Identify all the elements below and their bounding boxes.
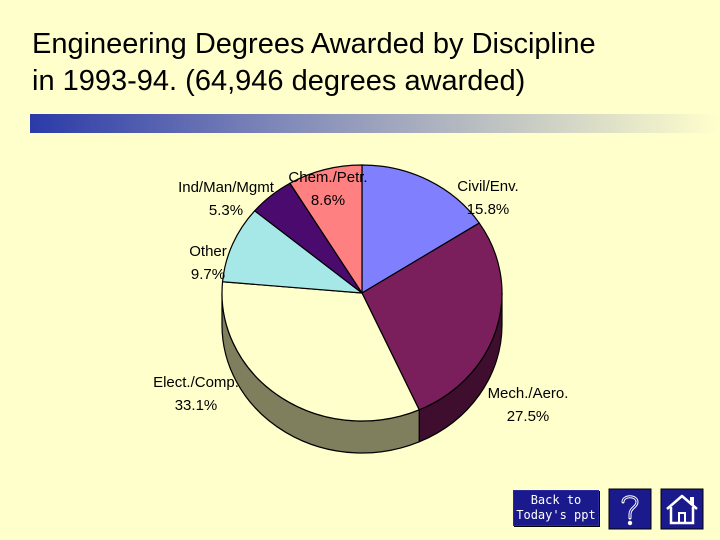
slice-label-2: Elect./Comp.	[153, 374, 239, 391]
pie-slice-5	[289, 164, 363, 294]
slice-value-3: 9.7%	[191, 266, 225, 283]
slice-label-5: Chem./Petr.	[288, 169, 367, 186]
pie-slice-2	[221, 281, 420, 422]
slice-label-3: Other	[189, 243, 227, 260]
slice-value-4: 5.3%	[209, 202, 243, 219]
slide-title: Engineering Degrees Awarded by Disciplin…	[32, 26, 712, 100]
slice-label-1: Mech./Aero.	[488, 385, 569, 402]
pie-slice-3	[221, 210, 363, 294]
title-line-1: Engineering Degrees Awarded by Disciplin…	[32, 28, 596, 60]
slice-value-5: 8.6%	[311, 192, 345, 209]
house-icon	[660, 488, 704, 530]
title-line-2: in 1993-94. (64,946 degrees awarded)	[32, 65, 526, 97]
back-to-todays-ppt-button[interactable]: Back to Today's ppt	[513, 490, 599, 526]
question-mark-icon	[608, 488, 652, 530]
pie-slice-0	[361, 164, 480, 294]
back-button-line-1: Back to	[530, 493, 582, 507]
title-gradient-bar	[30, 114, 720, 133]
home-button[interactable]	[660, 488, 704, 530]
slice-label-0: Civil/Env.	[457, 178, 518, 195]
help-button[interactable]	[608, 488, 652, 530]
slice-value-1: 27.5%	[507, 408, 550, 425]
slice-value-2: 33.1%	[175, 397, 218, 414]
slice-value-0: 15.8%	[467, 201, 510, 218]
back-button-line-2: Today's ppt	[516, 508, 596, 522]
slice-label-4: Ind/Man/Mgmt	[178, 179, 275, 196]
